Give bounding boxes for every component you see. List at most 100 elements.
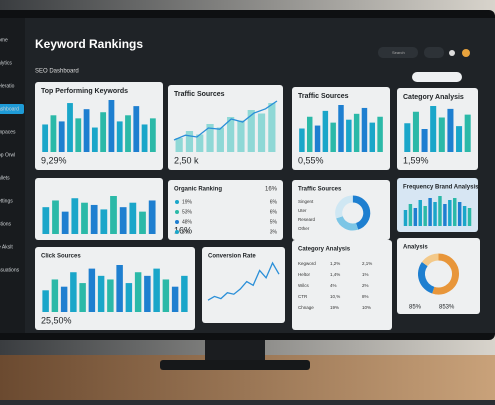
bar — [133, 106, 140, 152]
avatar[interactable] — [462, 49, 470, 57]
sidebar — [0, 18, 25, 333]
bar — [322, 110, 329, 152]
row-value: 48% — [182, 219, 193, 225]
bar — [314, 125, 321, 152]
bar — [88, 268, 96, 312]
donut-segment — [352, 195, 371, 230]
donut-segment — [432, 253, 459, 295]
search: Search — [392, 50, 405, 55]
panel-value: 16% — [265, 187, 278, 193]
search-box[interactable] — [378, 47, 418, 58]
donut-segment — [336, 215, 359, 231]
bar — [148, 200, 156, 234]
panel-value: 1,59% — [403, 155, 429, 165]
bar — [58, 121, 65, 152]
menu-item[interactable]: alytics — [0, 60, 12, 66]
bar — [42, 290, 49, 312]
bar — [125, 283, 133, 312]
bar — [443, 204, 447, 226]
bell[interactable] — [449, 50, 455, 56]
bar — [462, 206, 467, 226]
bar — [91, 127, 98, 152]
bar — [181, 275, 188, 312]
filter[interactable] — [412, 72, 462, 82]
menu-item[interactable]: ettings — [0, 198, 13, 204]
bar — [185, 131, 194, 152]
bar — [116, 265, 123, 312]
bar — [412, 111, 419, 152]
bar — [227, 117, 235, 152]
bar — [428, 198, 432, 226]
menu-item[interactable]: allets — [0, 175, 10, 181]
row-value: 6% — [270, 199, 278, 205]
bar — [50, 115, 57, 152]
legend-label: 853% — [439, 305, 455, 311]
bar — [433, 202, 437, 226]
panel-value: 0,55% — [298, 155, 324, 165]
bar — [108, 100, 115, 152]
bar — [125, 115, 131, 152]
menu-item[interactable]: ssuations — [0, 267, 20, 273]
cell: 1,2% — [330, 261, 340, 266]
bar — [361, 107, 368, 152]
cell: 1,4% — [330, 272, 340, 277]
bar — [175, 138, 183, 152]
menu-item[interactable]: ome — [0, 37, 8, 43]
bar — [438, 117, 445, 152]
bar — [134, 272, 142, 312]
panel-title: Click Sources — [41, 254, 81, 260]
bar — [403, 210, 408, 226]
bar — [196, 134, 204, 152]
bar — [79, 283, 86, 312]
icon-button[interactable] — [424, 47, 444, 58]
row-value: 5% — [182, 229, 190, 235]
panel-title: Traffic Sources — [298, 187, 342, 193]
legend-label: Researd — [298, 217, 316, 222]
bar — [413, 208, 418, 226]
active-item[interactable] — [0, 104, 24, 114]
bar — [139, 211, 146, 234]
cell: Heltor — [298, 272, 311, 277]
bar — [467, 208, 472, 226]
panel-title: Analysis — [403, 245, 428, 251]
dot — [175, 200, 179, 204]
panel-title: Traffic Sources — [174, 91, 225, 98]
bar — [299, 128, 305, 152]
bar — [70, 272, 77, 312]
donut-segment — [335, 195, 354, 219]
legend-label: Other — [298, 226, 310, 231]
cell: 8% — [362, 294, 369, 299]
bar — [51, 279, 59, 312]
bar — [110, 196, 117, 234]
cell: Kegword — [298, 261, 316, 266]
panel — [35, 82, 163, 170]
panel — [397, 238, 480, 314]
row-value: 6% — [270, 209, 278, 215]
panel-title: Top Performing Keywords — [41, 88, 128, 95]
menu-item[interactable]: eleratio — [0, 83, 15, 89]
dot — [175, 220, 179, 224]
bar — [71, 198, 79, 234]
cell: 2,1% — [362, 261, 372, 266]
panel-title: Traffic Sources — [298, 93, 349, 100]
bar — [268, 103, 276, 152]
cell: 19% — [330, 305, 339, 310]
menu-item[interactable]: e Akslt — [0, 244, 13, 250]
bar — [162, 279, 170, 312]
bar — [67, 103, 73, 152]
bar — [42, 207, 50, 234]
bar — [153, 268, 160, 312]
menu-item[interactable]: mpaces — [0, 129, 16, 135]
menu-item[interactable]: ashboard — [0, 106, 19, 112]
bar — [75, 118, 82, 152]
panel-title: Organic Ranking — [174, 187, 222, 193]
bar — [338, 105, 344, 152]
bar — [453, 198, 457, 226]
menu-item[interactable]: op Orwl — [0, 152, 15, 158]
bar — [149, 118, 156, 152]
bar — [257, 113, 266, 152]
cell: 1% — [362, 272, 369, 277]
line — [207, 261, 280, 301]
